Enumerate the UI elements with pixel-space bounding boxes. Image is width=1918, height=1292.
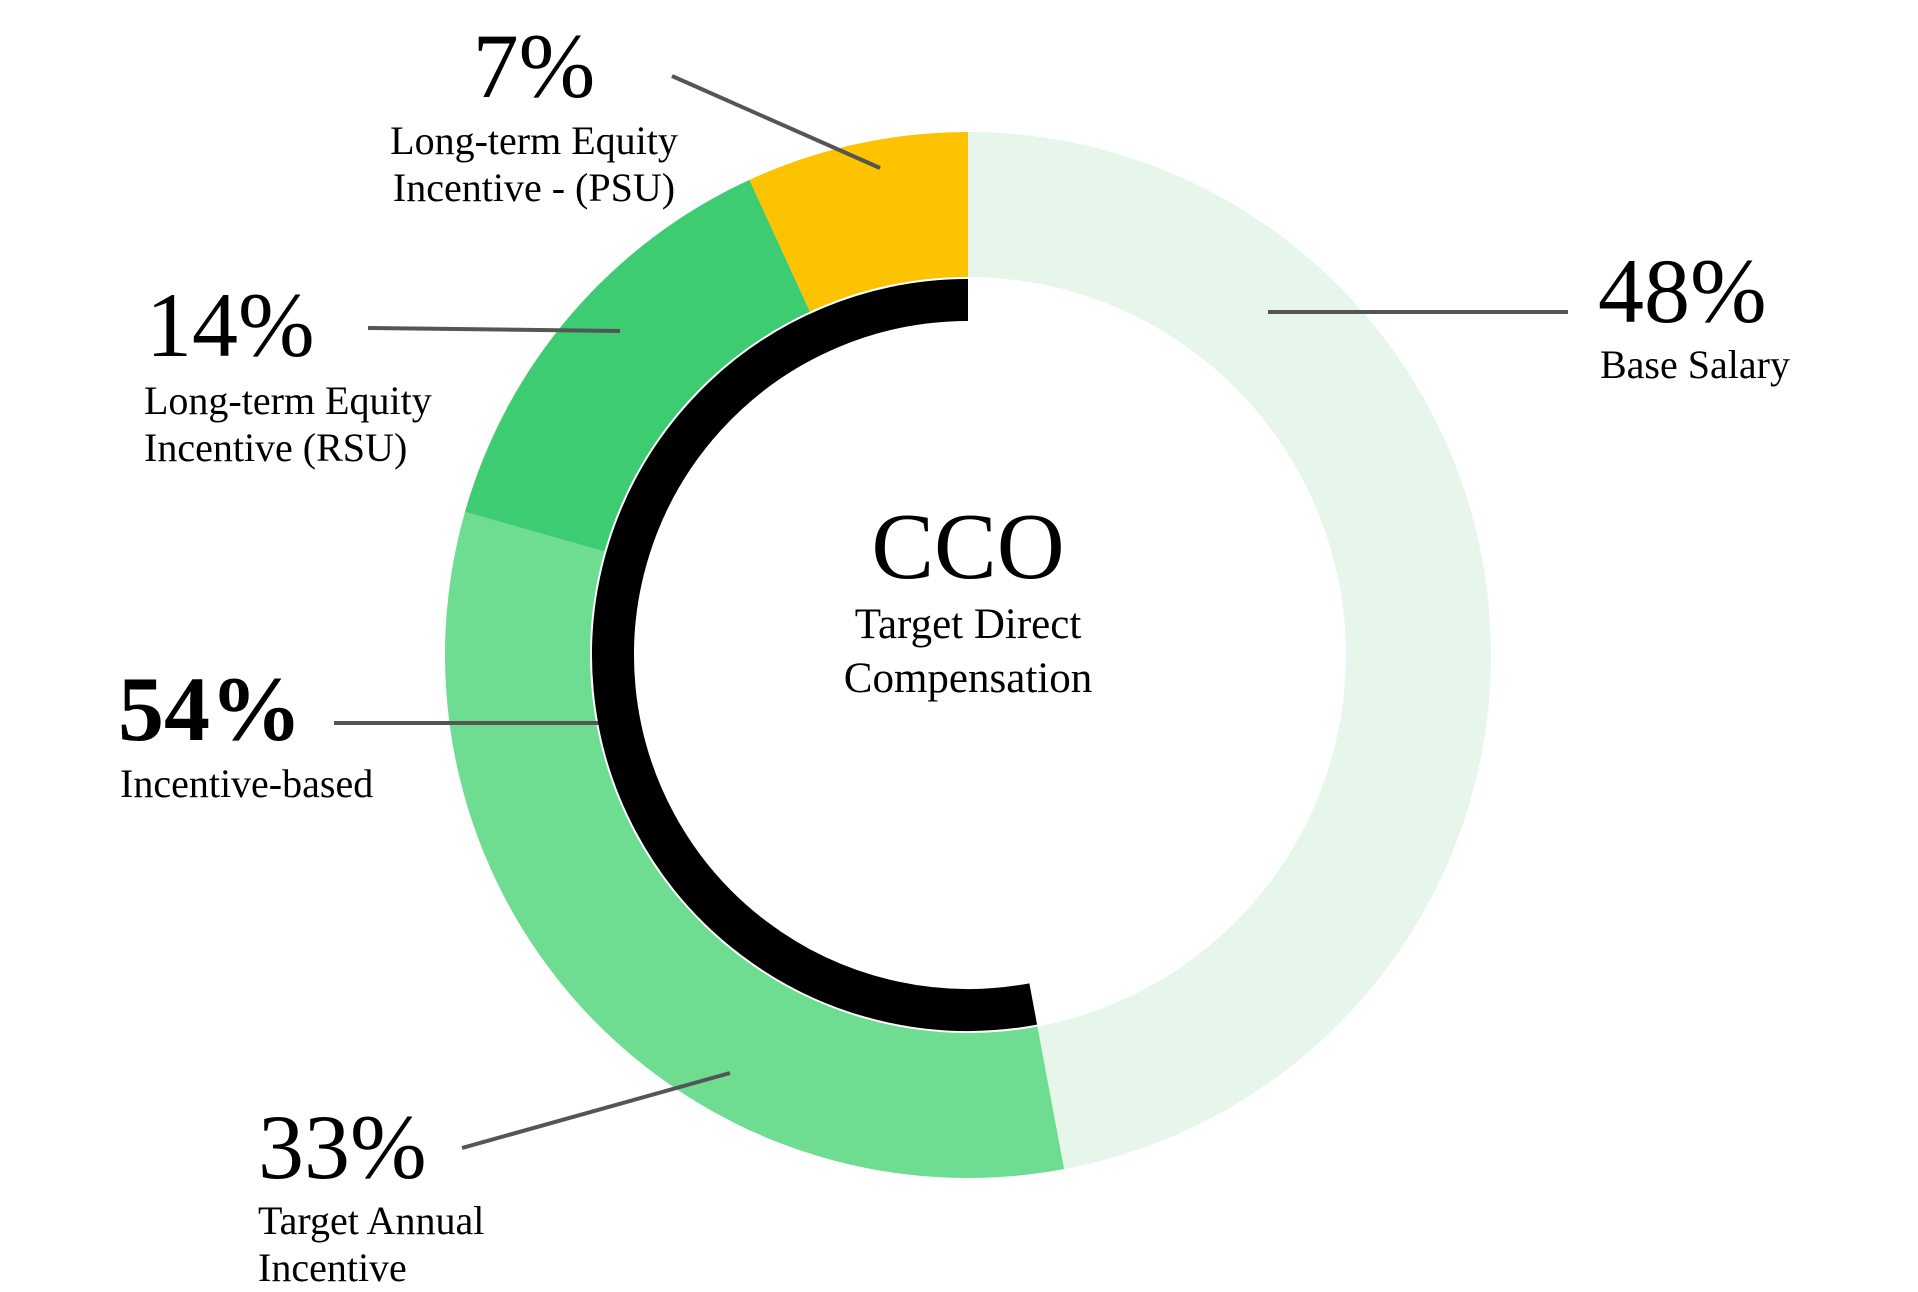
slice-target-annual-incentive	[445, 511, 1065, 1178]
base-salary-percent: 48%	[1598, 240, 1767, 342]
target-annual-incentive-label-line-2: Incentive	[258, 1245, 407, 1290]
target-annual-incentive-percent: 33%	[258, 1096, 427, 1198]
psu-label-line-2: Incentive - (PSU)	[393, 165, 675, 210]
slice-base-salary	[968, 132, 1492, 1170]
incentive-based-arc	[592, 279, 1038, 1031]
center-subtitle-line-1: Target Direct	[855, 601, 1082, 648]
center-title: CCO	[871, 495, 1064, 599]
slice-psu	[749, 132, 968, 312]
leader-line-target-annual-incentive	[461, 1071, 731, 1150]
incentive-based-percent: 54%	[118, 658, 302, 760]
donut-slices	[445, 132, 1492, 1178]
slice-rsu	[464, 179, 811, 552]
rsu-label-line-1: Long-term Equity	[144, 378, 432, 423]
leader-line-psu	[671, 74, 881, 170]
psu-label-line-1: Long-term Equity	[390, 118, 678, 163]
rsu-percent: 14%	[146, 274, 315, 376]
rsu-label-line-2: Incentive (RSU)	[144, 425, 407, 470]
incentive-based-label: Incentive-based	[120, 761, 373, 806]
leader-line-rsu	[367, 326, 621, 333]
target-annual-incentive-label-line-1: Target Annual	[258, 1198, 484, 1243]
base-salary-label: Base Salary	[1600, 342, 1790, 387]
psu-percent: 7%	[473, 15, 596, 117]
leader-lines	[334, 74, 1568, 1150]
center-subtitle-line-2: Compensation	[844, 655, 1092, 702]
incentive-arc-group	[592, 279, 1038, 1031]
